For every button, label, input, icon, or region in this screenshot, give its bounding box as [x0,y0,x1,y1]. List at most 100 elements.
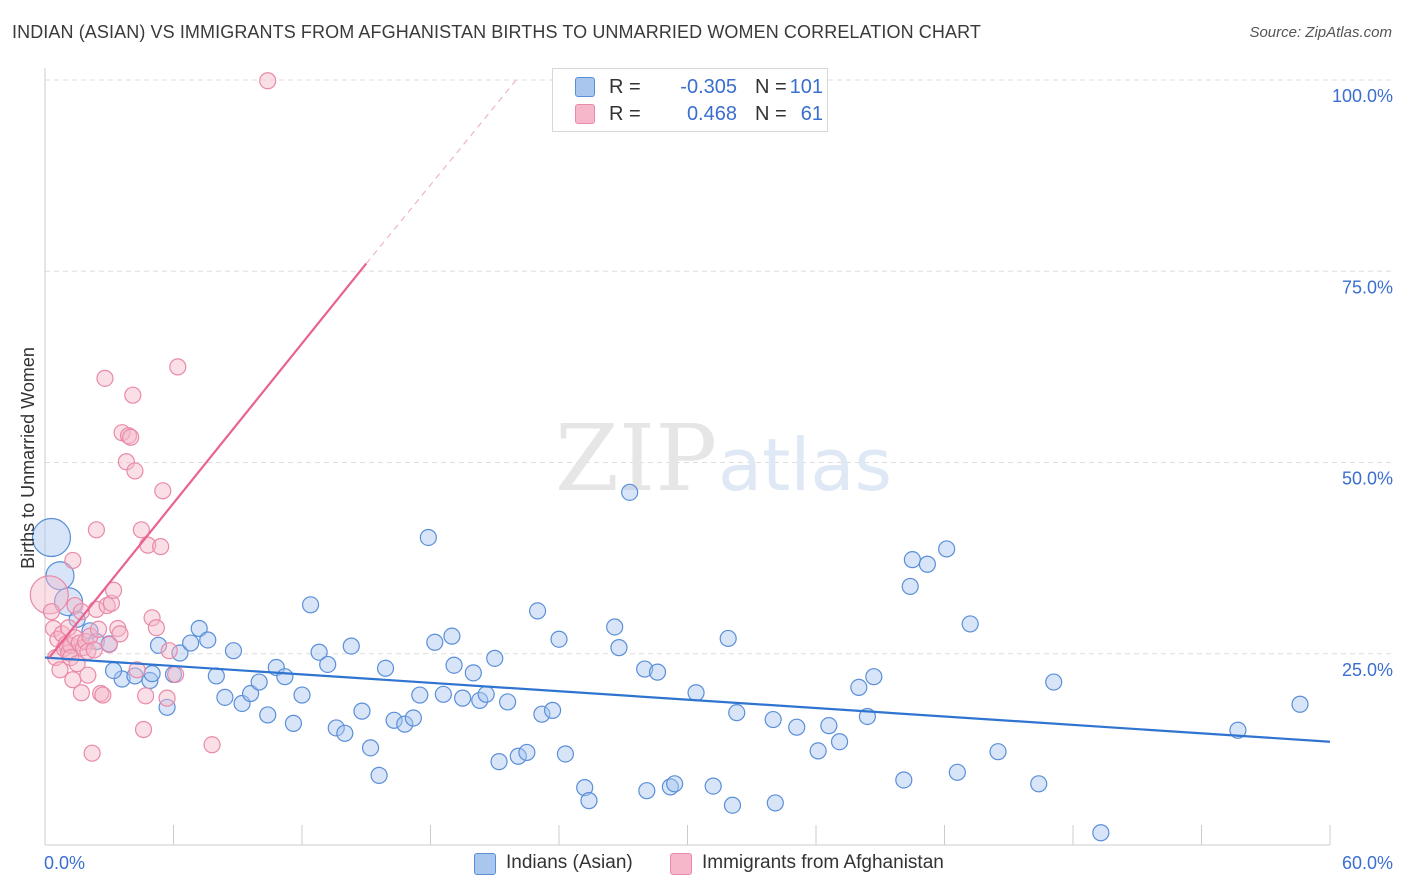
data-point [499,693,517,711]
data-point [102,594,120,612]
data-point [42,603,61,621]
data-point [79,666,97,684]
data-point [1045,673,1063,691]
data-point [518,743,536,762]
data-point [94,686,112,704]
data-point [96,369,114,387]
data-point [259,72,277,90]
data-point [124,386,142,404]
x-tick-label-min: 0.0% [44,853,85,873]
data-point [464,664,482,682]
data-point [336,724,354,742]
legend-n-label: N = [755,103,787,125]
data-point [426,633,444,651]
data-point [556,745,575,763]
data-point [143,665,161,683]
data-point [543,701,562,719]
data-point [207,667,225,685]
data-point [719,629,737,648]
y-tick-label: 75.0% [1342,277,1393,297]
data-point [134,720,153,739]
legend-swatch-blue [474,853,496,875]
data-point [454,689,472,707]
data-point [443,627,461,645]
data-point [259,706,277,724]
data-point [171,644,189,662]
data-point [1092,824,1110,842]
data-point [301,596,320,614]
data-point [396,715,414,733]
source-credit: Source: ZipAtlas.com [1249,24,1392,41]
legend-r-value: -0.305 [680,76,737,98]
data-point [158,698,176,716]
legend-swatch-blue [575,77,595,97]
data-point [104,661,123,680]
legend-n-value: 61 [800,103,823,125]
data-point [648,663,667,681]
data-point [723,796,742,814]
data-point [310,643,328,661]
data-point [576,779,594,797]
data-point [550,630,568,648]
data-point [1229,721,1247,739]
data-point [638,782,656,800]
data-point [169,358,187,376]
data-point [149,636,168,654]
data-point [621,483,639,501]
data-point [509,747,527,765]
data-point [66,596,84,615]
chart-title: INDIAN (ASIAN) VS IMMIGRANTS FROM AFGHAN… [12,22,981,42]
data-point [319,655,337,674]
data-point [293,686,311,704]
data-point [126,462,144,480]
data-point [154,482,172,500]
data-point [100,635,118,654]
data-point [276,668,294,686]
data-point [147,619,165,637]
legend-label-indians: Indians (Asian) [506,852,633,873]
data-point [477,685,495,703]
legend-swatch-pink [670,853,692,875]
data-point [216,688,234,706]
data-point [580,792,598,810]
data-point [361,739,380,757]
y-tick-label: 50.0% [1342,469,1393,489]
data-point [132,521,150,539]
correlation-legend: R = -0.305 N = 101 R = 0.468 N = 61 [552,68,828,132]
data-point [370,766,388,784]
data-point [242,684,260,703]
data-point [72,684,91,702]
data-point [29,575,69,615]
data-point [490,753,508,771]
data-point [87,521,106,539]
data-point [895,771,913,789]
data-point [766,794,784,812]
data-point [199,631,217,649]
data-point [385,711,403,729]
trend-line-afghanistan-extension [365,79,517,264]
data-point [203,736,221,754]
data-point [160,642,178,660]
data-point [1291,695,1309,713]
data-point [610,639,628,657]
data-point [865,668,883,686]
data-point [72,603,91,621]
watermark-zip: ZIP [555,405,717,512]
trend-line-afghanistan [48,262,368,659]
data-point [51,661,69,679]
data-point [64,551,82,570]
data-point [190,619,208,638]
data-point [342,637,360,655]
data-point [434,685,452,703]
data-point [376,659,395,677]
data-point [764,710,782,729]
data-point [704,777,722,795]
y-tick-label: 100.0% [1332,86,1393,106]
x-tick-label-max: 60.0% [1342,853,1393,873]
data-point [182,634,200,652]
data-point [606,618,624,636]
data-point [948,763,966,781]
legend-r-label: R = [609,76,641,98]
legend-r-value: 0.468 [686,103,737,125]
data-point [152,538,170,556]
